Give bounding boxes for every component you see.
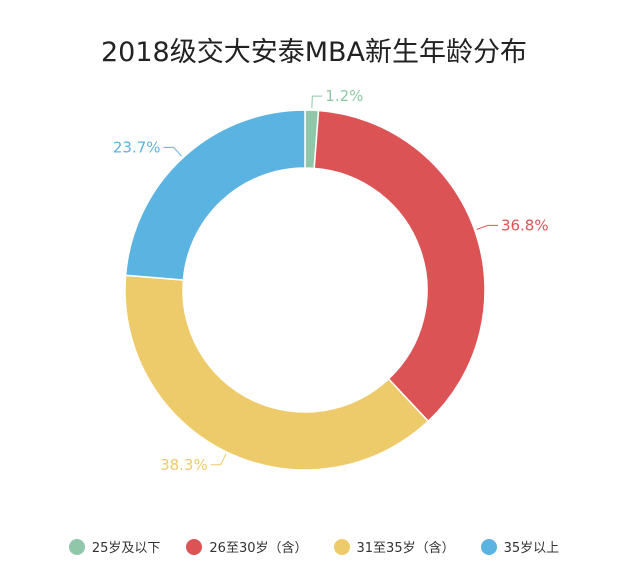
- legend-swatch-over-35: [480, 538, 497, 555]
- legend-item-over-35[interactable]: 35岁以上: [480, 537, 560, 556]
- leader-line-31-to-35: [210, 453, 227, 466]
- legend-label-31-to-35: 31至35岁（含）: [356, 541, 455, 556]
- donut-slices: [124, 109, 486, 471]
- legend-item-25-and-under[interactable]: 25岁及以下: [68, 537, 161, 556]
- legend-swatch-25-and-under: [68, 538, 85, 555]
- data-label-over-35: 23.7%: [113, 138, 161, 156]
- data-labels: 1.2% 36.8% 38.3% 23.7%: [113, 87, 549, 474]
- legend-label-over-35: 35岁以上: [503, 541, 560, 556]
- chart-title: 2018级交大安泰MBA新生年龄分布: [100, 37, 527, 68]
- leader-line-26-to-30: [476, 224, 498, 230]
- data-label-26-to-30: 36.8%: [501, 216, 549, 234]
- legend-item-26-to-30[interactable]: 26至30岁（含）: [186, 537, 308, 556]
- legend-item-31-to-35[interactable]: 31至35岁（含）: [333, 537, 455, 556]
- leader-line-over-35: [163, 146, 183, 157]
- label-leader-lines: [163, 95, 498, 466]
- legend: 25岁及以下 26至30岁（含） 31至35岁（含） 35岁以上: [0, 537, 628, 556]
- slice-31-to-35[interactable]: [124, 274, 430, 471]
- data-label-31-to-35: 38.3%: [160, 456, 208, 474]
- legend-swatch-31-to-35: [333, 538, 350, 555]
- legend-label-26-to-30: 26至30岁（含）: [209, 541, 308, 556]
- data-label-25-and-under: 1.2%: [325, 87, 363, 105]
- legend-swatch-26-to-30: [186, 538, 203, 555]
- slice-over-35[interactable]: [124, 109, 306, 281]
- legend-label-25-and-under: 25岁及以下: [91, 541, 161, 556]
- leader-line-25-and-under: [311, 95, 323, 109]
- slice-26-to-30[interactable]: [313, 109, 486, 423]
